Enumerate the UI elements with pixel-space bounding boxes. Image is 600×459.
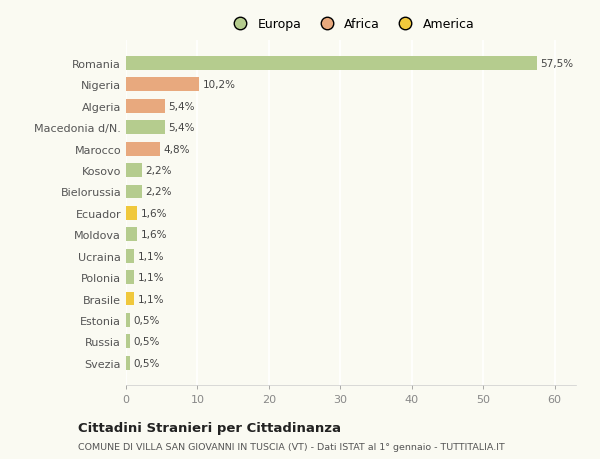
Bar <box>126 313 130 327</box>
Text: 57,5%: 57,5% <box>540 59 574 69</box>
Text: 1,1%: 1,1% <box>137 251 164 261</box>
Text: 0,5%: 0,5% <box>133 336 160 347</box>
Bar <box>126 292 134 306</box>
Bar <box>126 57 537 71</box>
Bar <box>126 121 164 135</box>
Bar <box>126 164 142 178</box>
Bar <box>126 270 134 285</box>
Text: 2,2%: 2,2% <box>145 166 172 176</box>
Text: 1,6%: 1,6% <box>141 208 167 218</box>
Text: Cittadini Stranieri per Cittadinanza: Cittadini Stranieri per Cittadinanza <box>78 421 341 434</box>
Text: 10,2%: 10,2% <box>202 80 235 90</box>
Text: 0,5%: 0,5% <box>133 315 160 325</box>
Bar <box>126 249 134 263</box>
Bar <box>126 100 164 113</box>
Bar <box>126 78 199 92</box>
Text: 1,1%: 1,1% <box>137 294 164 304</box>
Text: 1,6%: 1,6% <box>141 230 167 240</box>
Text: COMUNE DI VILLA SAN GIOVANNI IN TUSCIA (VT) - Dati ISTAT al 1° gennaio - TUTTITA: COMUNE DI VILLA SAN GIOVANNI IN TUSCIA (… <box>78 442 505 451</box>
Text: 2,2%: 2,2% <box>145 187 172 197</box>
Text: 5,4%: 5,4% <box>168 123 194 133</box>
Bar <box>126 356 130 370</box>
Text: 4,8%: 4,8% <box>164 145 190 154</box>
Bar <box>126 228 137 242</box>
Legend: Europa, Africa, America: Europa, Africa, America <box>223 13 479 36</box>
Bar <box>126 335 130 348</box>
Text: 1,1%: 1,1% <box>137 273 164 282</box>
Text: 0,5%: 0,5% <box>133 358 160 368</box>
Text: 5,4%: 5,4% <box>168 101 194 112</box>
Bar <box>126 185 142 199</box>
Bar <box>126 207 137 220</box>
Bar <box>126 142 160 157</box>
